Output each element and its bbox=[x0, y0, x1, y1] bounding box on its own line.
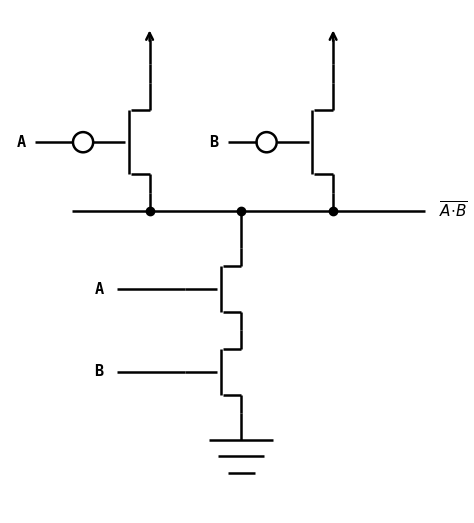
Text: $\overline{A{\cdot}B}$: $\overline{A{\cdot}B}$ bbox=[438, 201, 467, 221]
Text: A: A bbox=[95, 281, 104, 297]
Text: B: B bbox=[210, 135, 219, 150]
Text: A: A bbox=[17, 135, 26, 150]
Text: B: B bbox=[95, 364, 104, 379]
